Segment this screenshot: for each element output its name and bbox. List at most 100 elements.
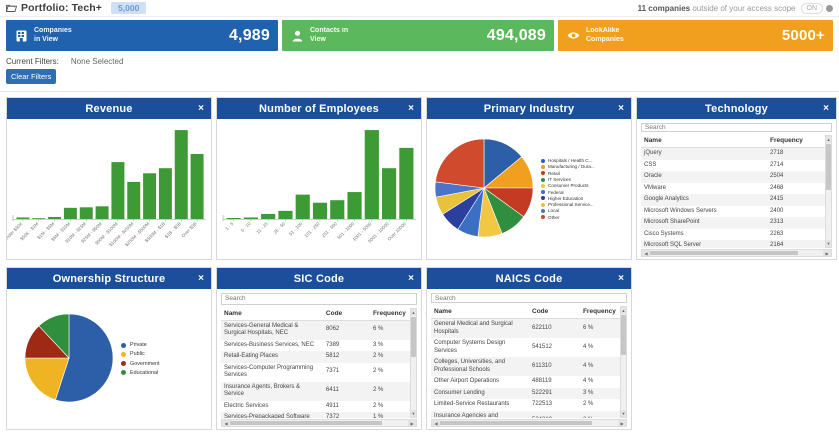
legend-label: Local [548,208,559,214]
kpi-contacts-in-view[interactable]: Contacts in View 494,089 [282,20,554,51]
scrollbar-thumb[interactable] [621,315,626,356]
access-scope-note: 11 companies outside of your access scop… [638,4,796,13]
close-icon[interactable]: × [618,272,624,284]
scroll-up-icon[interactable]: ▲ [411,308,416,316]
column-header[interactable]: Frequency [579,306,627,320]
table-row[interactable]: Computer Systems Design Services 541512 4 … [431,338,627,358]
kpi-companies-in-view[interactable]: Companies in View 4,989 [6,20,278,51]
scroll-down-icon[interactable]: ▼ [621,410,626,417]
search-input[interactable] [431,293,627,304]
table-row[interactable]: Insurance Agents, Brokers & Service 6411 2… [221,381,417,401]
scroll-left-icon[interactable]: ◀ [432,420,440,426]
close-icon[interactable]: × [408,102,414,114]
legend-item: Government [121,361,211,367]
scroll-up-icon[interactable]: ▲ [826,136,831,144]
table-header-row: Name Frequency [641,135,832,149]
pie-holder [7,310,117,409]
scroll-right-icon[interactable]: ▶ [823,250,831,256]
table-row[interactable]: Services-Business Services, NEC 7389 3 % [221,339,417,352]
table-row[interactable]: Services-Prepackaged Software 7372 1 % [221,412,417,418]
column-header[interactable]: Code [529,306,580,320]
person-icon [290,29,304,43]
legend-item: Educational [121,370,211,376]
access-scope-toggle[interactable]: ON [800,2,833,14]
table-row[interactable]: Microsoft SharePoint 2313 [641,217,832,229]
table-row[interactable]: Google Analytics 2415 [641,194,832,206]
table-row[interactable]: Microsoft Windows Servers 2400 [641,205,832,218]
column-header[interactable]: Frequency [369,307,417,321]
close-icon[interactable]: × [408,272,414,284]
panel-ownership-structure: Ownership Structure × Private Public Gover… [6,267,212,430]
close-icon[interactable]: × [198,102,204,114]
scrollbar-thumb[interactable] [230,421,382,425]
kpi-lookalike-companies[interactable]: LookAlike Companies 5000+ [558,20,833,51]
table-row[interactable]: Oracle 2504 [641,171,832,183]
vertical-scrollbar[interactable]: ▲ ▼ [620,306,627,418]
table-row[interactable]: Limited-Service Restaurants 722513 2 % [431,399,627,411]
horizontal-scrollbar[interactable]: ◀ ▶ [641,249,832,257]
table-row[interactable]: Insurance Agencies and Brokerages 5242102… [431,410,627,418]
scrollbar-thumb[interactable] [411,316,416,357]
pie-slice [435,138,485,188]
table-cell: Consumer Lending [434,389,485,396]
ownership-legend: Private Public Government Educational [117,342,211,376]
column-header[interactable]: Frequency [767,135,832,149]
vertical-scrollbar[interactable]: ▲ ▼ [825,135,832,248]
close-icon[interactable]: × [823,102,829,114]
column-header[interactable]: Name [641,135,768,149]
vertical-scrollbar[interactable]: ▲ ▼ [410,307,417,418]
scrollbar-thumb[interactable] [650,251,798,255]
close-icon[interactable]: × [198,272,204,284]
clear-filters-button[interactable]: Clear Filters [6,69,57,84]
column-header[interactable]: Code [322,307,370,321]
scroll-left-icon[interactable]: ◀ [642,250,650,256]
table-cell: 3 % [372,341,384,348]
table-row[interactable]: jQuery 2718 [641,147,832,160]
table-row[interactable]: Cisco Systems 2263 [641,228,832,241]
horizontal-scrollbar[interactable]: ◀ ▶ [431,419,627,427]
table-cell: 4911 [325,402,339,409]
table-row[interactable]: CSS 2714 [641,159,832,172]
panel-body: NameFrequencyjQuery2718CSS2714Oracle2504… [637,119,836,259]
table-cell: Electric Services [224,402,269,409]
table-row[interactable]: Colleges, Universities, and Professional… [431,357,627,377]
scrollbar-thumb[interactable] [826,144,831,191]
scroll-down-icon[interactable]: ▼ [826,240,831,247]
scroll-left-icon[interactable]: ◀ [222,420,230,426]
scroll-down-icon[interactable]: ▼ [411,410,416,417]
table-cell: 2 % [582,401,594,408]
table-row[interactable]: Microsoft SQL Server 2164 [641,240,832,248]
scrollbar-thumb[interactable] [440,421,592,425]
ownership-pie-chart [24,313,114,402]
search-input[interactable] [641,123,832,133]
table-row[interactable]: VMware 2468 [641,182,832,195]
table-row[interactable]: Electric Services 4911 2 % [221,400,417,413]
table-row[interactable]: Services-Computer Programming Services 73… [221,362,417,382]
table-cell: Cisco Systems [644,230,684,237]
kpi-value: 5000+ [781,27,825,44]
table-cell: 2164 [770,242,784,248]
column-header[interactable]: Name [431,306,529,320]
panel-header: Ownership Structure × [7,268,211,289]
portfolio-breadcrumb[interactable]: Portfolio: Tech+ 5,000 [6,2,147,14]
table-cell: 1 % [372,414,384,418]
scroll-right-icon[interactable]: ▶ [408,420,416,426]
bar [79,207,93,219]
search-input[interactable] [221,293,417,305]
table-row[interactable]: Other Airport Operations 488119 4 % [431,376,627,388]
scroll-right-icon[interactable]: ▶ [618,420,626,426]
kpi-label: Companies in View [34,27,72,45]
legend-swatch [541,177,545,182]
horizontal-scrollbar[interactable]: ◀ ▶ [221,419,417,427]
table-row[interactable]: Services-General Medical & Surgical Hosp… [221,320,417,340]
column-header[interactable]: Name [221,307,323,321]
table-cell: 611310 [532,363,552,370]
scroll-up-icon[interactable]: ▲ [621,307,626,315]
table-row[interactable]: Consumer Lending 522291 3 % [431,387,627,400]
legend-swatch [541,208,545,213]
table-row[interactable]: Retail-Eating Places 5812 2 % [221,351,417,363]
table-row[interactable]: General Medical and Surgical Hospitals 62… [431,318,627,339]
panel-title: Number of Employees [259,102,379,115]
table-cell: 8062 [325,326,340,333]
close-icon[interactable]: × [618,102,624,114]
